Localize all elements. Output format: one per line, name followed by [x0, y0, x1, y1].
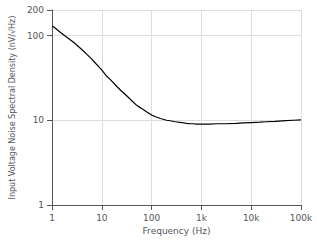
svg-text:1: 1 — [38, 200, 44, 210]
svg-text:1k: 1k — [196, 213, 208, 223]
svg-text:10k: 10k — [243, 213, 260, 223]
svg-text:10: 10 — [96, 213, 108, 223]
svg-text:10: 10 — [33, 115, 45, 125]
svg-text:Input Voltage Noise Spectral D: Input Voltage Noise Spectral Density (nV… — [8, 16, 17, 200]
svg-text:1: 1 — [49, 213, 55, 223]
svg-text:100k: 100k — [290, 213, 313, 223]
svg-text:Frequency (Hz): Frequency (Hz) — [143, 226, 211, 236]
svg-text:100: 100 — [27, 31, 44, 41]
svg-text:100: 100 — [143, 213, 160, 223]
svg-text:200: 200 — [27, 5, 44, 15]
